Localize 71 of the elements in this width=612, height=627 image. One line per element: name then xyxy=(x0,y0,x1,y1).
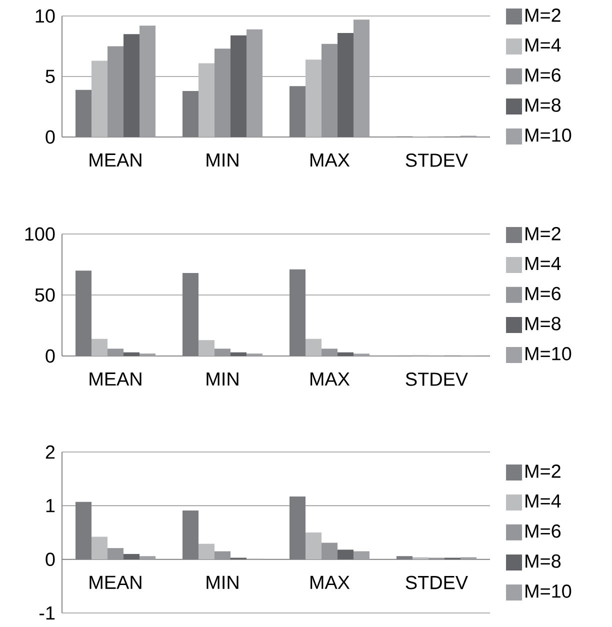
y-tick-label: 100 xyxy=(25,227,55,241)
bar xyxy=(230,35,246,137)
y-tick-label: 50 xyxy=(35,288,55,302)
legend-label: M=10 xyxy=(526,128,572,142)
legend-label: M=6 xyxy=(526,68,561,82)
bar xyxy=(306,60,322,137)
legend-label: M=4 xyxy=(526,494,561,508)
x-tick-label: MEAN xyxy=(90,372,142,386)
bar xyxy=(246,29,262,137)
bar xyxy=(140,556,156,560)
y-tick-label: 1 xyxy=(46,499,55,512)
bar xyxy=(354,551,370,560)
y-tick-label: 0 xyxy=(46,349,55,363)
legend-label: M=6 xyxy=(526,524,561,538)
legend-label: M=10 xyxy=(526,584,572,598)
legend-label: M=2 xyxy=(526,226,560,240)
legend-label: M=2 xyxy=(526,464,560,478)
bar xyxy=(92,60,108,137)
bar xyxy=(214,48,230,137)
bar xyxy=(338,550,354,560)
bar xyxy=(198,544,214,560)
bar xyxy=(108,548,124,560)
bar xyxy=(108,46,124,137)
bar xyxy=(306,532,322,560)
x-tick-label: MIN xyxy=(206,154,238,167)
x-tick-label: STDEV xyxy=(406,576,468,590)
x-tick-label: MAX xyxy=(310,576,350,589)
bar xyxy=(354,354,370,356)
y-tick-label: -1 xyxy=(40,606,55,620)
bar xyxy=(214,348,230,356)
bar xyxy=(322,44,338,137)
x-tick-label: MIN xyxy=(206,372,238,386)
bar xyxy=(124,554,140,560)
bar xyxy=(124,34,140,137)
bar xyxy=(198,340,214,356)
legend-label: M=10 xyxy=(526,346,572,360)
bar xyxy=(246,354,262,356)
x-tick-label: MIN xyxy=(206,576,238,589)
bar xyxy=(322,542,338,560)
legend-label: M=4 xyxy=(526,38,561,52)
y-tick-label: 0 xyxy=(46,552,55,566)
bar xyxy=(338,352,354,356)
legend-label: M=4 xyxy=(526,257,561,270)
x-tick-label: MAX xyxy=(310,372,350,386)
y-tick-label: 5 xyxy=(46,70,55,84)
legend-label: M=2 xyxy=(526,8,560,22)
y-tick-label: 10 xyxy=(36,9,55,23)
x-tick-label: STDEV xyxy=(406,372,468,386)
bar xyxy=(140,354,156,356)
x-tick-label: MEAN xyxy=(90,154,142,167)
bar xyxy=(230,352,246,356)
bar xyxy=(354,20,370,137)
bar xyxy=(92,338,108,356)
legend-label: M=6 xyxy=(526,286,561,300)
bar xyxy=(124,352,140,356)
y-tick-label: 0 xyxy=(46,130,55,144)
x-tick-label: MEAN xyxy=(90,576,142,589)
bar xyxy=(306,338,322,356)
bar xyxy=(140,26,156,137)
bar xyxy=(198,63,214,137)
bar xyxy=(322,348,338,356)
bar xyxy=(108,348,124,356)
bar xyxy=(338,32,354,137)
bar xyxy=(214,551,230,560)
legend-label: M=8 xyxy=(526,98,561,112)
y-tick-label: 2 xyxy=(46,445,55,459)
x-tick-label: STDEV xyxy=(406,154,468,167)
bar xyxy=(92,536,108,560)
legend-label: M=8 xyxy=(526,554,561,568)
legend-label: M=8 xyxy=(526,316,561,330)
x-tick-label: MAX xyxy=(310,154,350,167)
